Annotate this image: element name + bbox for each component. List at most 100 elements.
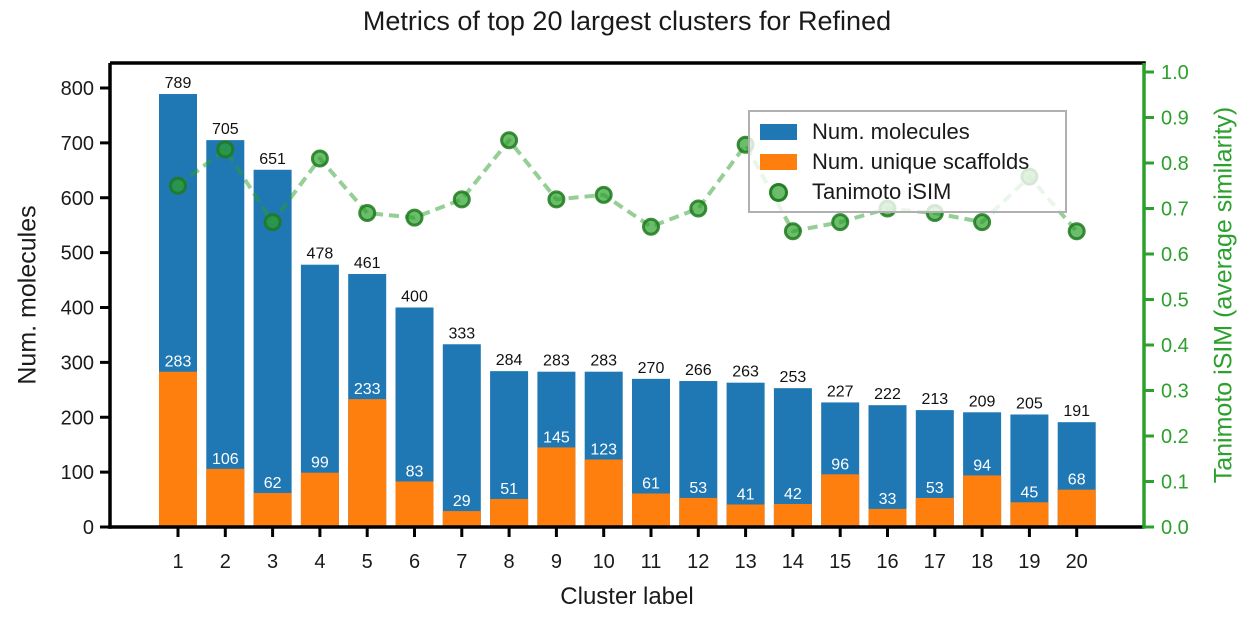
legend: Num. molecules Num. unique scaffolds Tan… — [748, 110, 1067, 213]
molecules-value-label: 263 — [732, 364, 759, 381]
scaffolds-value-label: 41 — [737, 487, 755, 504]
molecules-value-label: 227 — [827, 383, 854, 400]
left-tick-label: 300 — [61, 352, 94, 374]
bar-num-unique-scaffolds — [868, 508, 907, 527]
scaffolds-value-label: 61 — [642, 476, 660, 493]
legend-item-num-unique-scaffolds: Num. unique scaffolds — [760, 147, 1055, 177]
right-axis-label: Tanimoto iSIM (average similarity) — [1209, 106, 1238, 484]
legend-label: Num. unique scaffolds — [812, 149, 1030, 174]
left-tick-label: 100 — [61, 462, 94, 484]
x-tick-label: 12 — [687, 551, 709, 573]
orange-swatch-icon — [760, 154, 797, 170]
x-tick-label: 13 — [734, 551, 756, 573]
isim-marker — [405, 208, 424, 227]
molecules-value-label: 789 — [165, 75, 192, 92]
molecules-value-label: 266 — [685, 362, 712, 379]
isim-marker — [216, 140, 235, 159]
isim-marker — [263, 213, 282, 232]
bar-num-unique-scaffolds — [821, 474, 860, 527]
scaffolds-value-label: 68 — [1068, 472, 1086, 489]
left-tick-label: 600 — [61, 188, 94, 210]
bar-num-unique-scaffolds — [348, 399, 387, 527]
molecules-value-label: 333 — [448, 325, 475, 342]
bar-num-unique-scaffolds — [537, 447, 576, 527]
x-tick-label: 20 — [1066, 551, 1088, 573]
x-tick-label: 6 — [409, 551, 420, 573]
molecules-value-label: 283 — [543, 353, 570, 370]
molecules-value-label: 209 — [969, 393, 996, 410]
left-tick-label: 0 — [83, 517, 94, 539]
isim-marker — [500, 131, 519, 150]
scaffolds-value-label: 106 — [212, 451, 239, 468]
left-tick-label: 200 — [61, 407, 94, 429]
scaffolds-value-label: 83 — [406, 463, 424, 480]
molecules-value-label: 478 — [307, 246, 334, 263]
molecules-value-label: 400 — [401, 289, 428, 306]
scaffolds-value-label: 145 — [543, 429, 570, 446]
right-tick-label: 0.0 — [1161, 517, 1189, 539]
scaffolds-value-label: 96 — [831, 456, 849, 473]
bar-num-unique-scaffolds — [206, 468, 245, 527]
x-tick-label: 7 — [456, 551, 467, 573]
bar-num-unique-scaffolds — [773, 503, 812, 527]
left-tick-label: 500 — [61, 243, 94, 265]
scaffolds-value-label: 53 — [926, 480, 944, 497]
molecules-value-label: 284 — [496, 352, 523, 369]
bar-num-molecules — [773, 388, 812, 527]
right-tick-label: 0.6 — [1161, 244, 1189, 266]
x-tick-label: 19 — [1018, 551, 1040, 573]
bar-num-unique-scaffolds — [632, 493, 670, 527]
bar-num-unique-scaffolds — [300, 472, 339, 527]
isim-marker — [973, 213, 992, 232]
molecules-value-label: 705 — [212, 121, 239, 138]
legend-label: Num. molecules — [812, 119, 970, 144]
molecules-value-label: 461 — [354, 255, 381, 272]
bar-num-unique-scaffolds — [395, 481, 434, 527]
x-tick-label: 18 — [971, 551, 993, 573]
bar-num-unique-scaffolds — [490, 499, 529, 527]
scaffolds-value-label: 94 — [973, 457, 991, 474]
isim-marker — [783, 222, 802, 241]
blue-swatch-icon — [760, 124, 797, 140]
molecules-value-label: 283 — [590, 353, 617, 370]
molecules-value-label: 222 — [874, 386, 901, 403]
bar-num-unique-scaffolds — [584, 459, 623, 527]
left-tick-label: 400 — [61, 298, 94, 320]
bar-num-unique-scaffolds — [1057, 489, 1096, 527]
legend-label: Tanimoto iSIM — [812, 179, 952, 204]
left-tick-label: 700 — [61, 133, 94, 155]
bar-num-molecules — [726, 382, 765, 527]
right-tick-label: 0.8 — [1161, 153, 1189, 175]
scaffolds-value-label: 62 — [264, 475, 282, 492]
x-tick-label: 17 — [924, 551, 946, 573]
molecules-value-label: 213 — [921, 391, 948, 408]
molecules-value-label: 205 — [1016, 396, 1043, 413]
right-tick-label: 0.4 — [1161, 335, 1189, 357]
molecules-value-label: 191 — [1063, 403, 1090, 420]
x-tick-label: 16 — [876, 551, 898, 573]
bar-num-unique-scaffolds — [726, 504, 765, 527]
bar-num-unique-scaffolds — [442, 511, 481, 527]
scaffolds-value-label: 33 — [879, 491, 897, 508]
scaffolds-value-label: 283 — [165, 354, 192, 371]
left-axis-label: Num. molecules — [13, 205, 42, 385]
right-tick-label: 0.9 — [1161, 108, 1189, 130]
right-tick-label: 0.1 — [1161, 472, 1189, 494]
x-tick-label: 2 — [220, 551, 231, 573]
molecules-value-label: 253 — [780, 369, 807, 386]
molecules-value-label: 651 — [259, 151, 286, 168]
bar-num-molecules — [868, 405, 907, 527]
scaffolds-value-label: 53 — [689, 480, 707, 497]
molecules-value-label: 270 — [638, 360, 665, 377]
isim-marker — [547, 190, 566, 209]
bar-num-unique-scaffolds — [963, 475, 1002, 527]
legend-item-num-molecules: Num. molecules — [760, 117, 1055, 147]
scaffolds-value-label: 51 — [500, 481, 518, 498]
isim-marker — [689, 199, 708, 218]
isim-marker — [452, 190, 471, 209]
isim-marker — [169, 176, 187, 195]
left-tick-label: 800 — [61, 78, 94, 100]
bar-num-unique-scaffolds — [1010, 502, 1049, 527]
